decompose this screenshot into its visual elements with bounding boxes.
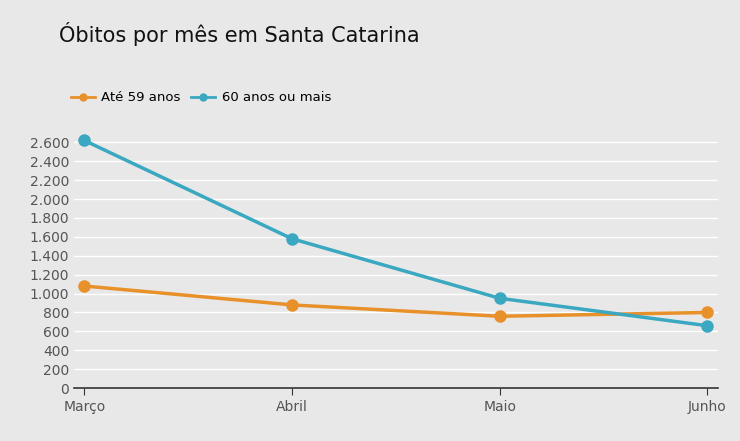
- 60 anos ou mais: [703, 323, 712, 329]
- 60 anos ou mais: [288, 236, 297, 241]
- 60 anos ou mais: [495, 295, 504, 301]
- Até 59 anos: [288, 302, 297, 307]
- Até 59 anos: [80, 284, 89, 289]
- Line: 60 anos ou mais: 60 anos ou mais: [79, 135, 713, 331]
- Até 59 anos: [495, 314, 504, 319]
- Line: Até 59 anos: Até 59 anos: [79, 280, 713, 322]
- Text: Óbitos por mês em Santa Catarina: Óbitos por mês em Santa Catarina: [59, 22, 420, 46]
- Até 59 anos: [703, 310, 712, 315]
- Legend: Até 59 anos, 60 anos ou mais: Até 59 anos, 60 anos ou mais: [66, 86, 337, 109]
- 60 anos ou mais: [80, 138, 89, 143]
